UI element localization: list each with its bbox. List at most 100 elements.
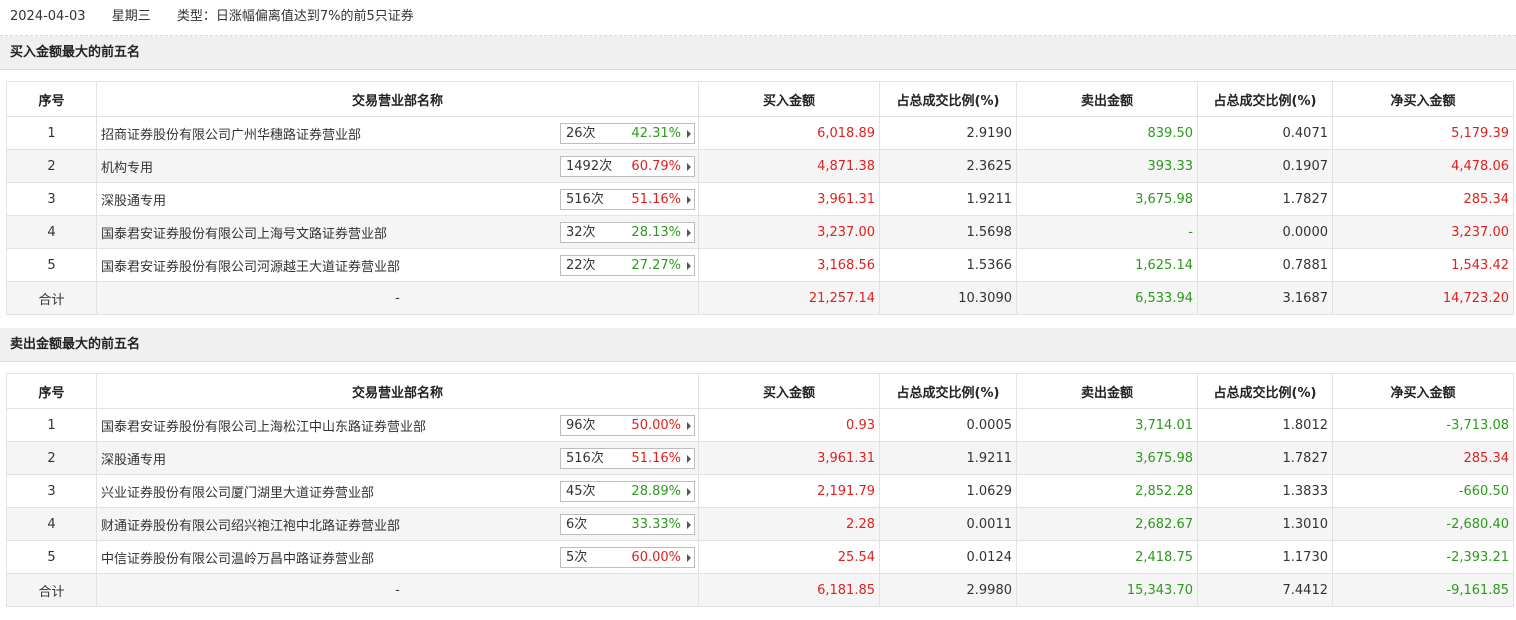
branch-name-link[interactable]: 深股通专用 — [101, 193, 167, 209]
trade-count-badge[interactable]: 516次 51.16% — [560, 448, 695, 469]
caret-right-icon[interactable] — [687, 422, 691, 430]
row-index: 3 — [6, 182, 97, 216]
sell-amount: 2,682.67 — [1016, 507, 1198, 541]
sell-amount: 393.33 — [1016, 149, 1198, 183]
buy-amount: 3,237.00 — [698, 215, 880, 249]
header-sell-ratio: 占总成交比例(%) — [1197, 81, 1333, 117]
table-row: 4 国泰君安证券股份有限公司上海号文路证券营业部 32次 28.13% 3,237.00… — [6, 215, 1514, 249]
branch-name-link[interactable]: 国泰君安证券股份有限公司上海松江中山东路证券营业部 — [101, 419, 427, 435]
table-row: 5 中信证券股份有限公司温岭万昌中路证券营业部 5次 60.00% 25.54 0.012… — [6, 540, 1514, 574]
total-name: - — [96, 573, 699, 607]
sell-ratio: 0.4071 — [1197, 116, 1333, 150]
table-row: 2 深股通专用 516次 51.16% 3,961.31 1.9211 3,675.98 1.… — [6, 441, 1514, 475]
caret-right-icon[interactable] — [687, 262, 691, 270]
buy-top5-table: 序号 交易营业部名称 买入金额 占总成交比例(%) 卖出金额 占总成交比例(%) 净买入金额… — [6, 81, 1514, 315]
row-index: 2 — [6, 149, 97, 183]
caret-right-icon[interactable] — [687, 521, 691, 529]
branch-name-cell: 国泰君安证券股份有限公司上海松江中山东路证券营业部 96次 50.00% — [96, 408, 699, 442]
total-row: 合计 -21,257.14 10.3090 6,533.94 3.1687 14,723.… — [6, 281, 1514, 315]
caret-right-icon[interactable] — [687, 229, 691, 237]
trade-count-badge[interactable]: 26次 42.31% — [560, 123, 695, 144]
sell-ratio: 0.1907 — [1197, 149, 1333, 183]
total-label: 合计 — [6, 573, 97, 607]
sell-ratio: 1.3833 — [1197, 474, 1333, 508]
branch-name-link[interactable]: 招商证券股份有限公司广州华穗路证券营业部 — [101, 127, 362, 143]
trade-count-badge[interactable]: 1492次 60.79% — [560, 156, 695, 177]
caret-right-icon[interactable] — [687, 130, 691, 138]
branch-name-cell: 兴业证券股份有限公司厦门湖里大道证券营业部 45次 28.89% — [96, 474, 699, 508]
header-index: 序号 — [6, 373, 97, 409]
sell-amount: 839.50 — [1016, 116, 1198, 150]
buy-amount: 3,961.31 — [698, 182, 880, 216]
win-rate: 50.00% — [631, 418, 681, 433]
branch-name-link[interactable]: 财通证券股份有限公司绍兴袍江袍中北路证券营业部 — [101, 518, 401, 534]
branch-name-link[interactable]: 国泰君安证券股份有限公司河源越王大道证券营业部 — [101, 259, 401, 275]
table-row: 2 机构专用 1492次 60.79% 4,871.38 2.3625 393.33 0.19… — [6, 149, 1514, 183]
branch-name-link[interactable]: 中信证券股份有限公司温岭万昌中路证券营业部 — [101, 551, 375, 567]
buy-ratio: 1.0629 — [879, 474, 1017, 508]
net-buy-amount: 1,543.42 — [1332, 248, 1514, 282]
trade-count-badge[interactable]: 96次 50.00% — [560, 415, 695, 436]
list-type: 类型：日涨幅偏离值达到7%的前5只证券 — [176, 9, 414, 24]
trade-count: 22次 — [566, 258, 596, 273]
win-rate: 60.00% — [631, 550, 681, 565]
buy-amount: 4,871.38 — [698, 149, 880, 183]
trade-count-badge[interactable]: 32次 28.13% — [560, 222, 695, 243]
caret-right-icon[interactable] — [687, 488, 691, 496]
buy-ratio: 1.5698 — [879, 215, 1017, 249]
win-rate: 60.79% — [631, 159, 681, 174]
total-buy-amount: 21,257.14 — [698, 281, 880, 315]
table-header-row: 序号 交易营业部名称 买入金额 占总成交比例(%) 卖出金额 占总成交比例(%) 净买入金额 — [6, 81, 1514, 117]
trade-count-badge[interactable]: 45次 28.89% — [560, 481, 695, 502]
table-row: 4 财通证券股份有限公司绍兴袍江袍中北路证券营业部 6次 33.33% 2.28 0.00… — [6, 507, 1514, 541]
caret-right-icon[interactable] — [687, 196, 691, 204]
sell-ratio: 0.0000 — [1197, 215, 1333, 249]
header-branch-name: 交易营业部名称 — [96, 81, 699, 117]
sell-amount: 3,675.98 — [1016, 182, 1198, 216]
caret-right-icon[interactable] — [687, 554, 691, 562]
total-sell-amount: 6,533.94 — [1016, 281, 1198, 315]
sell-amount: 2,418.75 — [1016, 540, 1198, 574]
branch-name-link[interactable]: 兴业证券股份有限公司厦门湖里大道证券营业部 — [101, 485, 375, 501]
trade-count-badge[interactable]: 6次 33.33% — [560, 514, 695, 535]
table-row: 3 兴业证券股份有限公司厦门湖里大道证券营业部 45次 28.89% 2,191.79 1… — [6, 474, 1514, 508]
buy-amount: 2.28 — [698, 507, 880, 541]
header-buy-amount: 买入金额 — [698, 81, 880, 117]
header-sell-amount: 卖出金额 — [1016, 373, 1198, 409]
total-row: 合计 -6,181.85 2.9980 15,343.70 7.4412 -9,161.8… — [6, 573, 1514, 607]
top-info-bar: 2024-04-03 星期三 类型：日涨幅偏离值达到7%的前5只证券 — [0, 0, 1516, 36]
total-sell-ratio: 7.4412 — [1197, 573, 1333, 607]
buy-amount: 2,191.79 — [698, 474, 880, 508]
branch-name-link[interactable]: 国泰君安证券股份有限公司上海号文路证券营业部 — [101, 226, 388, 242]
table-row: 1 招商证券股份有限公司广州华穗路证券营业部 26次 42.31% 6,018.89 2.… — [6, 116, 1514, 150]
trade-count-badge[interactable]: 22次 27.27% — [560, 255, 695, 276]
sell-ratio: 1.7827 — [1197, 182, 1333, 216]
trade-count: 6次 — [566, 517, 588, 532]
sell-ratio: 1.3010 — [1197, 507, 1333, 541]
buy-ratio: 1.5366 — [879, 248, 1017, 282]
win-rate: 28.89% — [631, 484, 681, 499]
net-buy-amount: 3,237.00 — [1332, 215, 1514, 249]
trade-count-badge[interactable]: 516次 51.16% — [560, 189, 695, 210]
trade-count-badge[interactable]: 5次 60.00% — [560, 547, 695, 568]
branch-name-cell: 国泰君安证券股份有限公司上海号文路证券营业部 32次 28.13% — [96, 215, 699, 249]
branch-name-link[interactable]: 机构专用 — [101, 160, 154, 176]
header-branch-name: 交易营业部名称 — [96, 373, 699, 409]
table-row: 5 国泰君安证券股份有限公司河源越王大道证券营业部 22次 27.27% 3,168.5… — [6, 248, 1514, 282]
net-buy-amount: -3,713.08 — [1332, 408, 1514, 442]
buy-amount: 0.93 — [698, 408, 880, 442]
net-buy-amount: 285.34 — [1332, 441, 1514, 475]
caret-right-icon[interactable] — [687, 163, 691, 171]
net-buy-amount: -660.50 — [1332, 474, 1514, 508]
trade-count: 516次 — [566, 192, 604, 207]
header-sell-amount: 卖出金额 — [1016, 81, 1198, 117]
branch-name-link[interactable]: 深股通专用 — [101, 452, 167, 468]
win-rate: 51.16% — [631, 192, 681, 207]
net-buy-amount: 285.34 — [1332, 182, 1514, 216]
win-rate: 42.31% — [631, 126, 681, 141]
win-rate: 27.27% — [631, 258, 681, 273]
net-buy-amount: 4,478.06 — [1332, 149, 1514, 183]
total-net-buy: 14,723.20 — [1332, 281, 1514, 315]
caret-right-icon[interactable] — [687, 455, 691, 463]
buy-amount: 3,168.56 — [698, 248, 880, 282]
